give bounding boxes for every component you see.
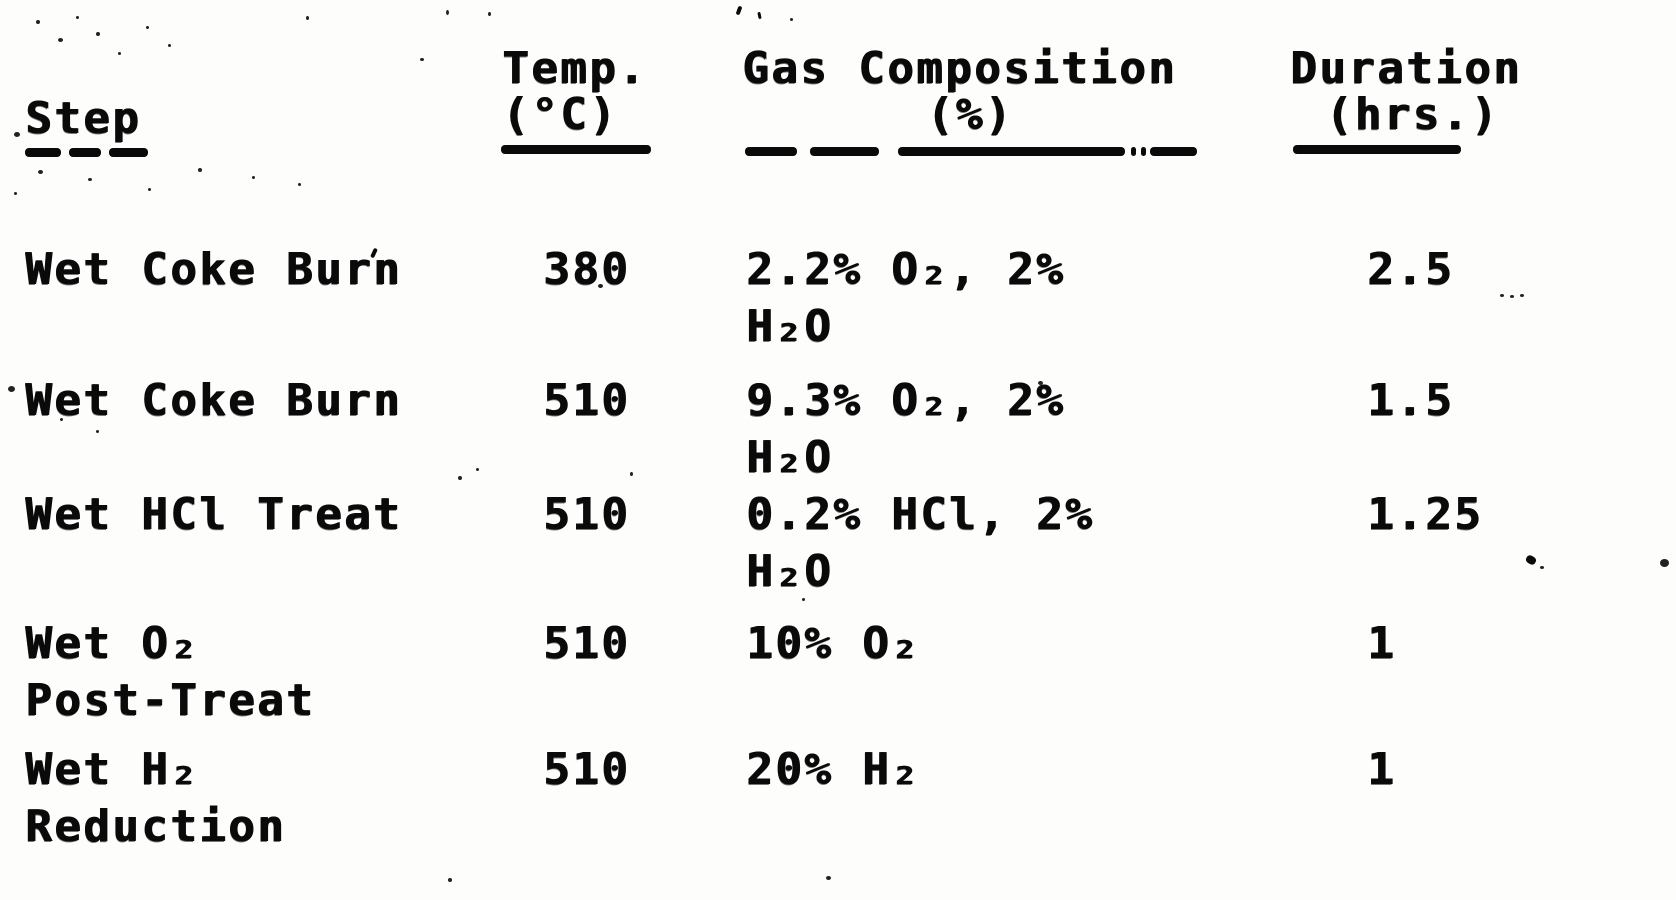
cell-temp: 510 (543, 618, 630, 669)
noise-speck (458, 476, 462, 480)
cell-gas: 20% H₂ (746, 744, 920, 795)
step-header-underline (25, 148, 150, 157)
noise-speck (1524, 554, 1538, 566)
underline-dash (109, 148, 148, 157)
cell-step: Wet Coke Burn (25, 244, 402, 295)
noise-speck (420, 58, 424, 61)
noise-speck (8, 386, 15, 392)
noise-speck (198, 168, 202, 172)
noise-speck (1660, 559, 1669, 567)
noise-speck (802, 598, 805, 601)
underline-dash (745, 147, 797, 156)
temp-header-unit: (°C) (502, 89, 618, 140)
gas-header-underline (745, 147, 1200, 156)
noise-speck (14, 192, 17, 195)
underline-dash (810, 147, 879, 156)
noise-speck (252, 176, 255, 179)
noise-speck (1510, 295, 1514, 298)
column-header-gas: Gas Composition (%) (742, 46, 1198, 138)
noise-speck (96, 430, 99, 433)
gas-header-label: Gas Composition (742, 43, 1177, 94)
noise-speck (476, 468, 479, 471)
column-header-duration: Duration (hrs.) (1290, 46, 1535, 138)
cell-temp: 510 (543, 375, 630, 426)
cell-step: Wet H₂ Reduction (25, 744, 286, 852)
underline-dash (69, 148, 101, 157)
column-header-step: Step (25, 93, 141, 144)
noise-speck (448, 878, 452, 882)
duration-header-underline (1293, 145, 1461, 154)
noise-speck (306, 16, 309, 20)
temp-header-underline (501, 145, 651, 154)
underline-dot (1131, 147, 1136, 156)
noise-speck (446, 10, 449, 15)
noise-speck (1540, 566, 1544, 569)
cell-duration: 1 (1367, 618, 1396, 669)
noise-speck (630, 472, 633, 476)
underline-dash (25, 148, 61, 157)
noise-speck (146, 26, 149, 29)
cell-temp: 380 (543, 244, 630, 295)
noise-speck (60, 418, 63, 421)
gas-header-unit: (%) (926, 89, 1014, 140)
underline-dash (898, 147, 1125, 156)
noise-speck (757, 11, 762, 20)
duration-header-label: Duration (1290, 43, 1522, 94)
noise-speck (488, 12, 491, 16)
cell-temp: 510 (543, 489, 630, 540)
noise-speck (38, 170, 43, 174)
underline-dot (1141, 147, 1146, 156)
cell-step: Wet O₂ Post-Treat (25, 618, 315, 726)
cell-temp: 510 (543, 744, 630, 795)
noise-speck (148, 188, 151, 191)
noise-speck (790, 18, 793, 21)
noise-speck (58, 38, 63, 42)
noise-speck (598, 284, 603, 288)
noise-speck (88, 178, 92, 181)
noise-speck (735, 5, 743, 16)
noise-speck (1500, 294, 1504, 297)
cell-step: Wet HCl Treat (25, 489, 402, 540)
noise-speck (118, 52, 121, 55)
noise-speck (96, 32, 100, 36)
cell-duration: 1.5 (1367, 375, 1454, 426)
temp-header-label: Temp. (502, 43, 647, 94)
cell-step: Wet Coke Burn (25, 375, 402, 426)
noise-speck (1038, 381, 1043, 385)
noise-speck (298, 183, 301, 186)
cell-gas: 10% O₂ (746, 618, 920, 669)
underline-dash (1150, 147, 1197, 156)
noise-speck (36, 20, 40, 24)
cell-gas: 2.2% O₂, 2% H₂O (746, 244, 1065, 352)
noise-speck (1520, 294, 1524, 297)
noise-speck (168, 44, 171, 47)
noise-speck (76, 16, 79, 19)
column-header-temp: Temp. (°C) (502, 46, 672, 138)
cell-gas: 9.3% O₂, 2% H₂O (746, 375, 1065, 483)
duration-header-unit: (hrs.) (1325, 89, 1500, 140)
cell-gas: 0.2% HCl, 2% H₂O (746, 489, 1094, 597)
noise-speck (14, 132, 20, 137)
cell-duration: 2.5 (1367, 244, 1454, 295)
noise-speck (826, 876, 831, 880)
cell-duration: 1.25 (1367, 489, 1483, 540)
cell-duration: 1 (1367, 744, 1396, 795)
